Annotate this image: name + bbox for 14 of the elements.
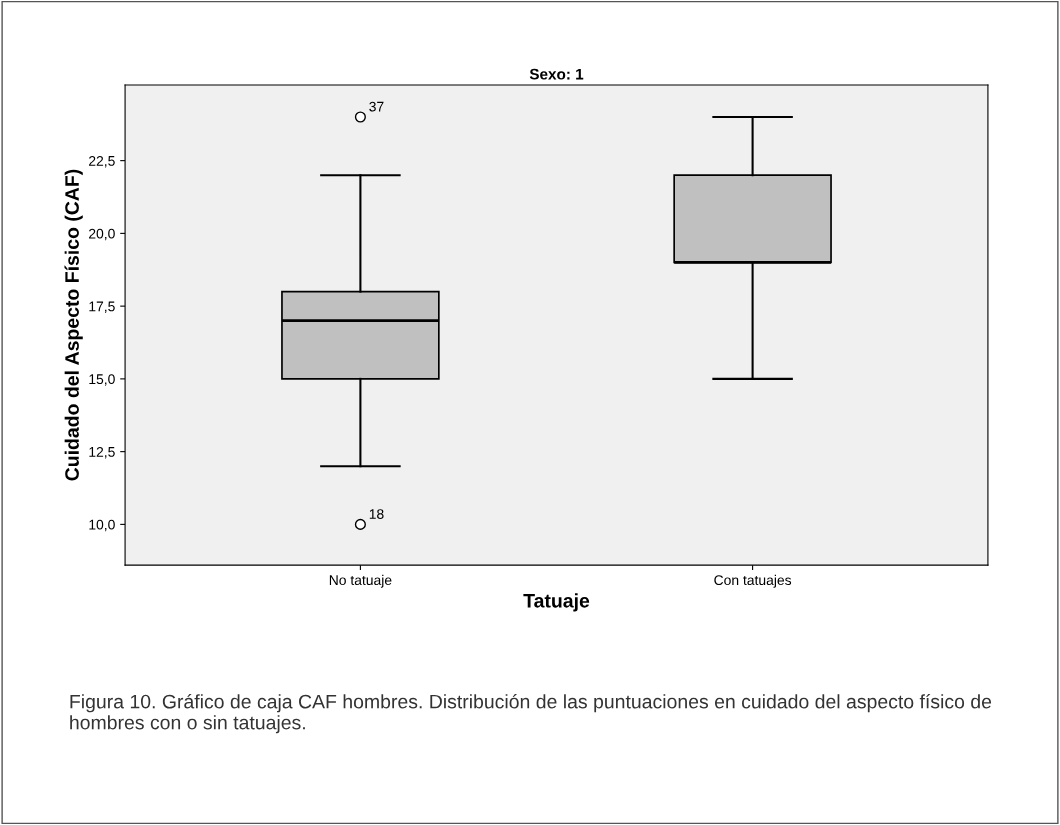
x-axis-title: Tatuaje bbox=[523, 593, 590, 612]
x-tick-label: Con tatuajes bbox=[714, 574, 792, 588]
annotation: 37 bbox=[369, 101, 384, 112]
y-tick-label: 20,0 bbox=[89, 228, 115, 241]
y-tick-label: 22,5 bbox=[89, 155, 115, 168]
y-tick-label: 12,5 bbox=[89, 446, 115, 459]
y-tick-label: 10,0 bbox=[89, 519, 115, 532]
chart-title: Sexo: 1 bbox=[529, 68, 584, 80]
text: Figura 10. Gráfico de caja CAF hombres. Distribución de las puntuaciones en cuidado del aspecto físico de hombres con o sin tatuajes. bbox=[70, 693, 992, 734]
x-tick-label: No tatuaje bbox=[329, 574, 392, 588]
y-tick-label: 17,5 bbox=[89, 301, 115, 313]
y-tick-label: 15,0 bbox=[89, 374, 115, 386]
y-axis-title: Cuidado del Aspecto Físico (CAF) bbox=[64, 169, 83, 481]
annotation: 18 bbox=[369, 509, 384, 519]
